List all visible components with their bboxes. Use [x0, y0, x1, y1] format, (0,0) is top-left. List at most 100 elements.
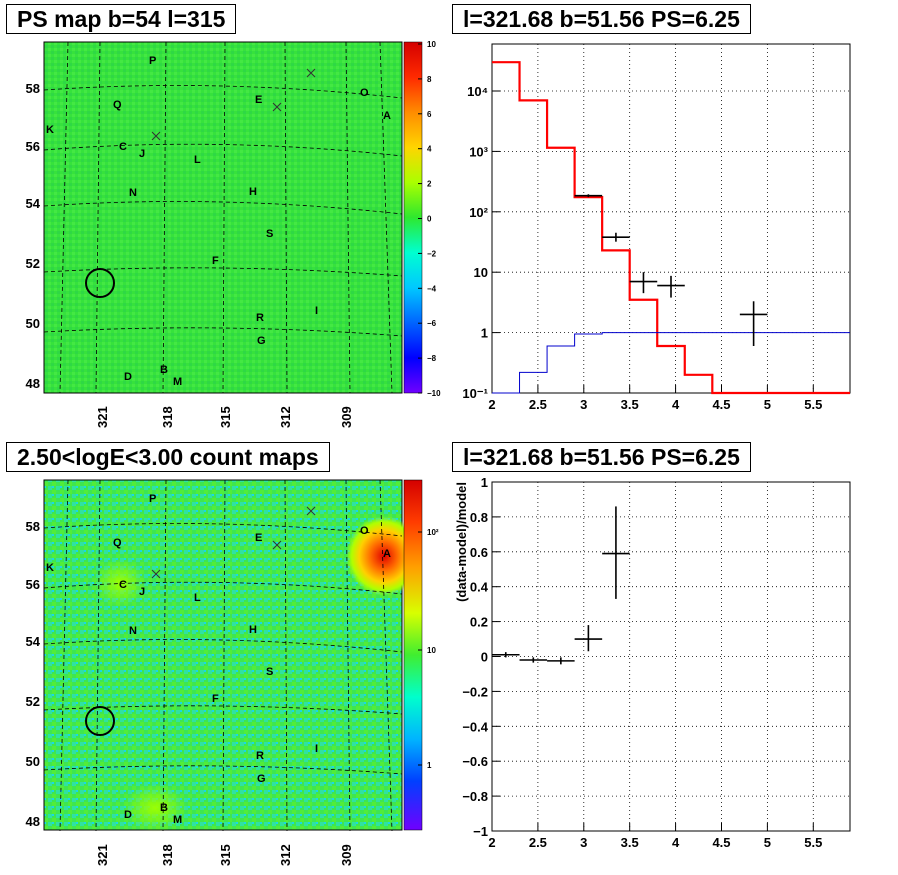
count-lat-56: 56: [26, 577, 40, 592]
count-map-panel: P Q K CJ L N H S F E O A I RG D BM 58 56 54 52 50 48 32…: [26, 479, 439, 866]
spectrum-xtick-label: 5.5: [804, 397, 822, 412]
spectrum-xtick-label: 5: [764, 397, 771, 412]
ps-map-label-m: M: [173, 376, 182, 388]
count-map-hotspot-a: [346, 516, 422, 596]
ps-colorbar-tick-label: 6: [427, 110, 432, 119]
ps-map-label-k: K: [46, 124, 54, 136]
ps-map-gridline: [59, 41, 69, 394]
ps-colorbar-tick-label: 4: [427, 145, 432, 154]
count-map-warm-b: [123, 784, 187, 832]
ps-lon-tick-labels: 321 318 315 312 309: [95, 406, 354, 428]
ps-map-gridline: [222, 41, 226, 394]
spectrum-step-series-1: [492, 332, 850, 394]
count-map-target-circle: [85, 706, 115, 736]
spectrum-xtick-label: 4.5: [712, 397, 730, 412]
count-map-gridline: [379, 479, 393, 832]
ps-lat-56: 56: [26, 139, 40, 154]
ps-map-gridline: [345, 41, 351, 394]
count-map-label-f: F: [212, 693, 219, 705]
spectrum-xtick-label: 3: [580, 397, 587, 412]
count-lat-48: 48: [26, 814, 40, 829]
spectrum-xtick-label: 2.5: [529, 397, 547, 412]
count-map-label-r: R: [256, 750, 264, 762]
ps-lon-312: 312: [278, 406, 293, 428]
spectrum-ytick-label: 10⁻¹: [462, 386, 488, 401]
count-map-label-c: C: [119, 579, 127, 591]
ps-map-gridline: [43, 85, 403, 99]
count-map-gridline: [95, 479, 101, 832]
ps-lon-315: 315: [218, 406, 233, 428]
spectrum-ytick-label: 10²: [469, 205, 488, 220]
residual-title: l=321.68 b=51.56 PS=6.25: [452, 442, 751, 472]
count-map-gridline: [162, 479, 167, 832]
count-map-label-a: A: [383, 548, 391, 560]
count-lat-tick-labels: 58 56 54 52 50 48: [26, 519, 41, 829]
residual-ytick-label: 0.6: [470, 545, 488, 560]
ps-map-label-s: S: [266, 228, 273, 240]
residual-ylabel: (data-model)/model: [454, 482, 469, 602]
ps-map-gridline: [162, 41, 167, 394]
ps-lat-54: 54: [26, 196, 41, 211]
ps-map-label-l: L: [194, 154, 201, 166]
residual-xtick-label: 3: [580, 835, 587, 850]
count-lon-315: 315: [218, 844, 233, 866]
ps-lat-tick-labels: 58 56 54 52 50 48: [26, 81, 41, 391]
ps-map-target-circle: [85, 268, 115, 298]
count-map-label-d: D: [124, 809, 132, 821]
count-map-gridline: [43, 639, 403, 653]
spectrum-xtick-label: 4: [672, 397, 680, 412]
ps-map-label-o: O: [360, 87, 369, 99]
count-colorbar: [403, 479, 423, 831]
residual-ytick-label: −0.4: [462, 719, 488, 734]
ps-lon-321: 321: [95, 406, 110, 428]
count-map-label-h: H: [249, 624, 257, 636]
residual-data-point: [574, 625, 603, 652]
residual-xtick-label: 5: [764, 835, 771, 850]
ps-colorbar-tick-label: −10: [427, 389, 441, 398]
residual-data-point: [602, 506, 630, 599]
ps-map-label-b: B: [160, 364, 168, 376]
residual-ytick-label: −0.8: [462, 789, 488, 804]
ps-map-cross-marker: [151, 131, 161, 141]
spectrum-ytick-label: 1: [481, 326, 488, 341]
ps-map-label-a: A: [383, 110, 391, 122]
count-map-label-j: J: [139, 586, 145, 598]
residual-chart: 2 2.5 3 3.5 4 4.5 5 5.5 −1 −0.8 −0.6 −0.4 −0.2 0 0.2 0.…: [454, 475, 851, 850]
count-colorbar-ticks: 10² 10 1: [418, 528, 439, 770]
count-map-warm-c: [94, 559, 146, 607]
ps-map-gridlines: [43, 41, 403, 394]
ps-map-label-j: J: [139, 148, 145, 160]
count-map-gridline: [43, 705, 403, 715]
ps-map-source-labels: P Q K CJ L N H S F E O A I RG D BM: [46, 55, 391, 388]
ps-colorbar-tick-label: −6: [427, 319, 437, 328]
residual-ytick-label: −1: [473, 824, 488, 839]
ps-map-cross-marker: [272, 102, 282, 112]
count-map-frame: [43, 479, 403, 831]
ps-map-label-g: G: [257, 335, 266, 347]
spectrum-frame: [491, 43, 851, 394]
ps-colorbar-tick-label: −4: [427, 284, 437, 293]
ps-map-gridline: [43, 327, 403, 337]
residual-xtick-label: 2.5: [529, 835, 547, 850]
count-map-label-e: E: [255, 532, 262, 544]
count-map-gridline: [43, 581, 403, 595]
spectrum-xtick-label: 3.5: [621, 397, 639, 412]
ps-map-frame: [43, 41, 403, 394]
ps-lat-50: 50: [26, 316, 40, 331]
count-map-cross-marker: [272, 540, 282, 550]
residual-ytick-label: −0.6: [462, 754, 488, 769]
count-map-gridlines: [43, 479, 403, 832]
count-lat-52: 52: [26, 694, 40, 709]
ps-map-cross-marker: [306, 68, 316, 78]
count-map-cross-marker: [306, 506, 316, 516]
count-map-gridline: [59, 479, 69, 832]
residual-data-point: [547, 657, 575, 665]
ps-lat-48: 48: [26, 376, 40, 391]
ps-map-gridline: [43, 267, 403, 277]
ps-colorbar-tick-label: −2: [427, 249, 437, 258]
ps-map-label-n: N: [129, 187, 137, 199]
residual-ytick-label: 0.2: [470, 615, 488, 630]
count-map-gridline: [43, 765, 403, 775]
count-map-label-b: B: [160, 802, 168, 814]
